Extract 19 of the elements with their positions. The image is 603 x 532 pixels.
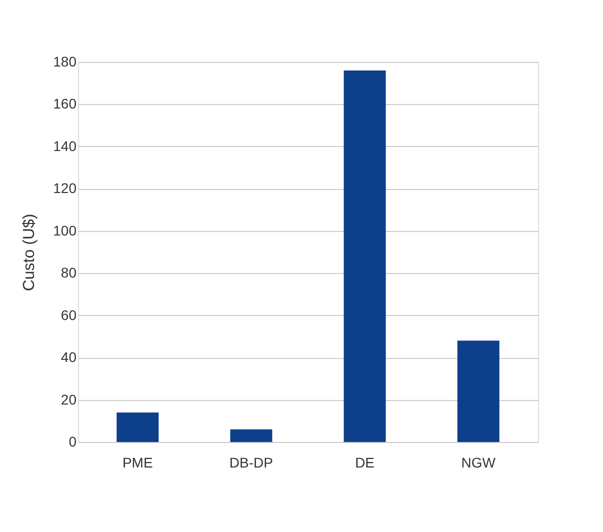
y-tick-label: 120: [53, 180, 77, 196]
bar: [230, 429, 272, 442]
bar: [116, 412, 159, 442]
x-tick-label: DB-DP: [229, 454, 273, 470]
y-tick-label: 20: [60, 391, 77, 408]
y-tick-label: 0: [68, 434, 77, 450]
y-tick-label: 80: [60, 264, 77, 281]
y-tick-label: 60: [60, 306, 77, 323]
y-tick-label: 180: [53, 54, 77, 70]
y-tick-label: 160: [53, 96, 77, 112]
x-tick-label: PME: [122, 454, 153, 470]
x-tick-label: DE: [355, 454, 375, 470]
y-tick-label: 100: [53, 222, 77, 238]
bar: [457, 340, 500, 442]
bar: [344, 70, 386, 442]
x-tick-label: NGW: [461, 454, 496, 470]
y-tick-label: 140: [53, 138, 77, 154]
y-tick-label: 40: [60, 349, 77, 366]
y-axis-title: Custo (U$): [21, 214, 38, 292]
